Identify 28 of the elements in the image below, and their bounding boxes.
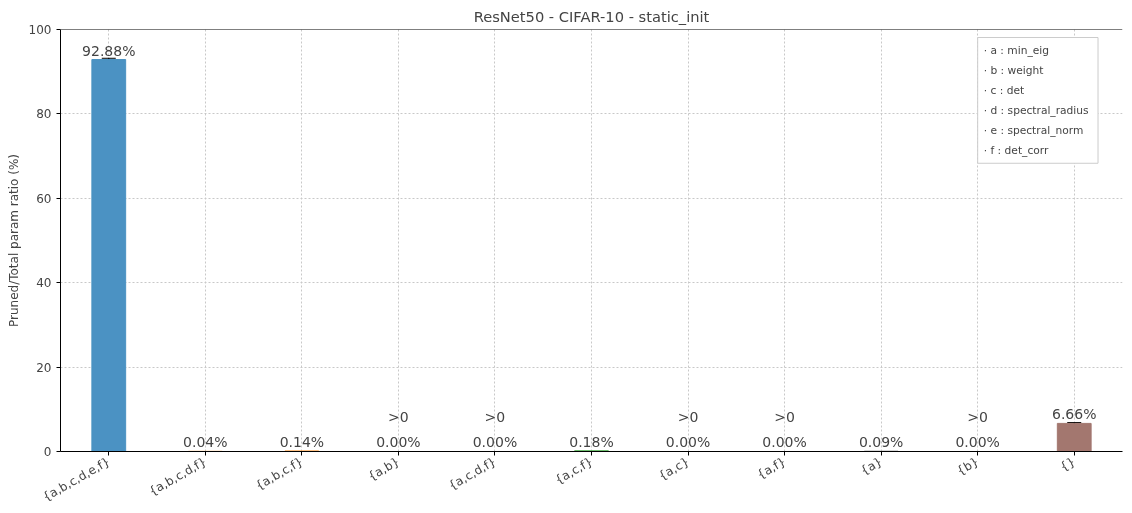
- data-label: >0 0.00%: [665, 408, 711, 451]
- x-tick-label: {b}: [954, 454, 982, 479]
- chart-title: ResNet50 - CIFAR-10 - static_init: [473, 7, 710, 25]
- x-tick-label: {a}: [858, 454, 885, 478]
- annotation: · e : spectral_norm: [983, 124, 1084, 138]
- data-label: 0.09%: [858, 434, 904, 451]
- data-label: 0.18%: [569, 433, 614, 450]
- y-tick-label: 100: [28, 23, 52, 37]
- y-tick-label: 40: [36, 276, 52, 291]
- data-label: 0.14%: [279, 433, 325, 450]
- annotation: · d : spectral_radius: [983, 103, 1090, 117]
- data-label: 0.04%: [183, 434, 228, 451]
- y-tick-label: 0: [43, 445, 52, 459]
- annotation: · b : weight: [983, 63, 1044, 77]
- y-tick-label: 20: [36, 360, 52, 375]
- annotation: · c : det: [983, 83, 1025, 97]
- data-label: >0 0.00%: [376, 408, 421, 451]
- data-label: 92.88%: [82, 42, 136, 59]
- y-tick-label: 60: [36, 191, 52, 206]
- data-label: 6.66%: [1051, 406, 1097, 423]
- data-label: >0 0.00%: [472, 408, 518, 451]
- x-tick-label: {}: [1057, 454, 1078, 475]
- data-label: >0 0.00%: [762, 408, 807, 451]
- data-label: >0 0.00%: [955, 408, 1000, 451]
- annotation: · a : min_eig: [983, 43, 1050, 57]
- y-axis-title: Pruned/Total param ratio (%): [6, 153, 21, 328]
- y-tick-label: 80: [36, 107, 52, 122]
- annotation: · f : det_corr: [983, 144, 1049, 158]
